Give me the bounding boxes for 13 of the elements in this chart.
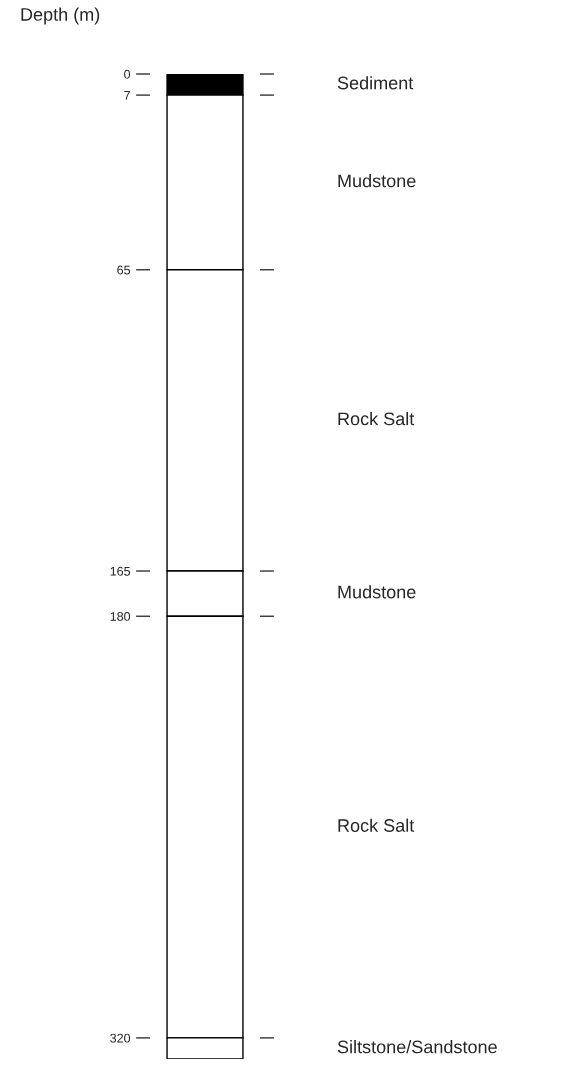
- y-axis-title: Depth (m): [21, 7, 100, 25]
- text: Siltstone/Sandstone: [337, 1040, 497, 1054]
- y-tick-label: 0: [124, 69, 131, 79]
- y-tick-label: 7: [124, 91, 130, 100]
- text: Sediment: [337, 76, 414, 90]
- text: Mudstone: [338, 174, 416, 188]
- y-tick-label: 65: [117, 265, 131, 275]
- text: Mudstone: [338, 585, 416, 599]
- y-tick-label: 180: [110, 612, 131, 621]
- y-tick-label: 320: [110, 1033, 131, 1043]
- text: Rock Salt: [338, 818, 415, 832]
- text: Rock Salt: [338, 411, 415, 426]
- y-tick-label: 165: [110, 566, 131, 576]
